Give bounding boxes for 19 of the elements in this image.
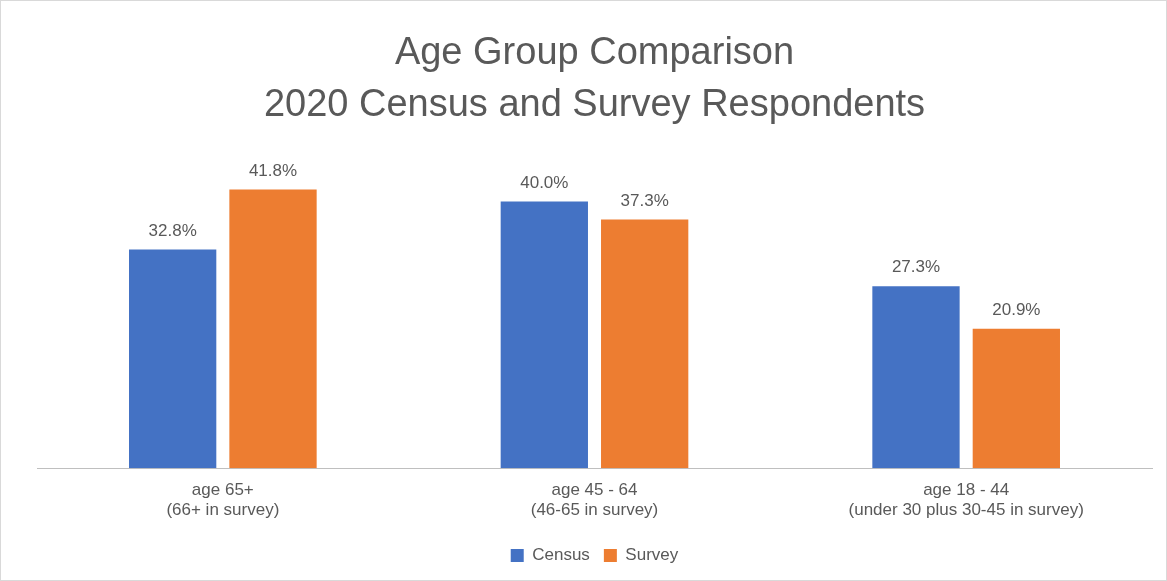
bar bbox=[500, 201, 588, 469]
data-label: 40.0% bbox=[520, 172, 569, 192]
chart-title: Age Group Comparison bbox=[394, 30, 795, 73]
x-tick-label: age 18 - 44 (under 30 plus 30-45 in survey) bbox=[848, 480, 1084, 520]
bar bbox=[129, 249, 217, 469]
x-tick-label: age 65+ (66+ in survey) bbox=[166, 480, 280, 520]
chart-subtitle: 2020 Census and Survey Respondents bbox=[263, 81, 926, 124]
bar bbox=[872, 286, 960, 469]
legend-label: Survey bbox=[625, 545, 679, 565]
data-label: 20.9% bbox=[992, 300, 1041, 320]
legend-label: Census bbox=[532, 545, 590, 565]
data-label: 27.3% bbox=[891, 257, 941, 277]
data-label: 41.8% bbox=[248, 160, 298, 180]
x-tick-label: age 45 - 64 (46-65 in survey) bbox=[530, 480, 659, 520]
bar bbox=[601, 219, 689, 469]
data-label: 32.8% bbox=[148, 220, 197, 240]
bar bbox=[229, 189, 317, 469]
bar bbox=[972, 328, 1060, 469]
data-label: 37.3% bbox=[620, 190, 669, 210]
